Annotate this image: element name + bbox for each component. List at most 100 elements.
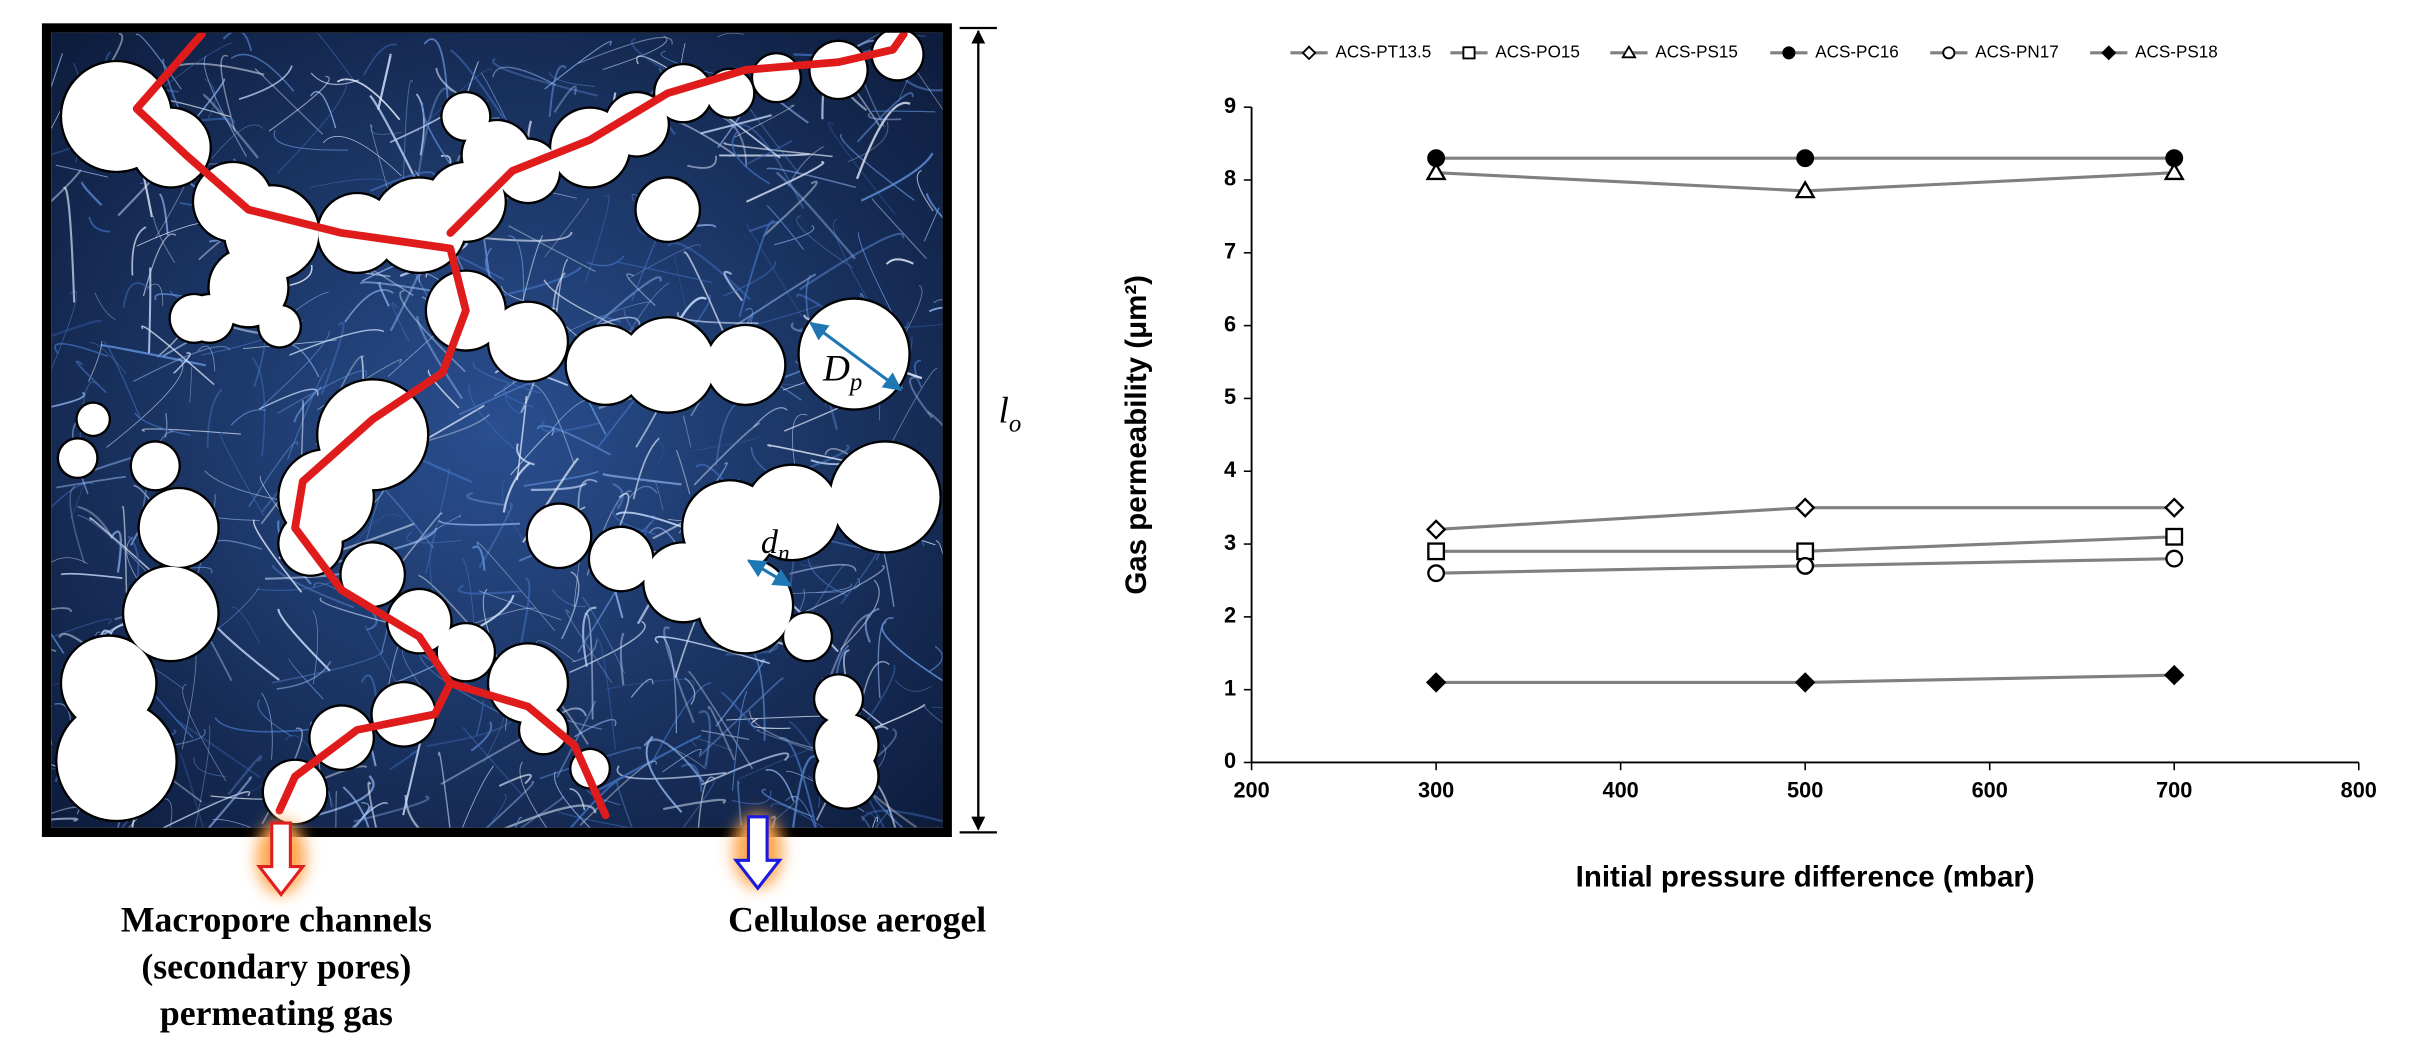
fiber xyxy=(626,273,656,306)
fiber xyxy=(674,255,687,310)
fiber xyxy=(663,626,695,724)
fiber xyxy=(928,645,943,672)
y-tick-label: 1 xyxy=(1224,675,1236,700)
y-tick-label: 8 xyxy=(1224,166,1236,191)
fiber xyxy=(775,171,856,260)
fiber xyxy=(885,258,914,265)
fiber xyxy=(596,276,662,326)
fiber xyxy=(320,322,345,395)
legend-label: ACS-PO15 xyxy=(1495,42,1579,61)
fiber xyxy=(277,370,368,414)
pore xyxy=(655,65,712,122)
y-tick-label: 9 xyxy=(1224,93,1236,118)
fiber xyxy=(770,815,776,828)
fiber xyxy=(687,155,717,169)
fiber xyxy=(135,33,182,90)
fiber xyxy=(792,413,808,476)
marker xyxy=(1796,556,1815,575)
fiber xyxy=(787,146,824,187)
marker xyxy=(2165,549,2184,568)
fiber xyxy=(909,376,933,419)
fiber xyxy=(701,729,750,741)
fiber xyxy=(162,791,251,828)
fiber xyxy=(207,776,253,828)
fiber xyxy=(55,164,108,178)
fiber xyxy=(197,345,216,372)
fiber xyxy=(51,607,73,613)
pore xyxy=(77,403,109,435)
fiber xyxy=(916,169,934,212)
fiber xyxy=(353,514,404,546)
fiber xyxy=(923,207,940,242)
x-tick-label: 600 xyxy=(1972,778,2008,803)
fiber xyxy=(745,223,803,317)
marker xyxy=(1425,672,1447,693)
marker xyxy=(2164,664,2185,686)
fiber xyxy=(692,436,760,452)
fiber xyxy=(922,703,943,724)
fiber xyxy=(369,94,422,190)
caption: (secondary pores) xyxy=(141,946,411,986)
fiber xyxy=(426,405,485,440)
fiber xyxy=(549,72,595,87)
marker xyxy=(1462,46,1476,60)
fiber xyxy=(574,718,617,738)
marker xyxy=(1427,542,1446,561)
fiber xyxy=(762,180,818,237)
pore xyxy=(566,326,645,404)
fiber xyxy=(370,125,402,135)
pore xyxy=(815,745,878,808)
fiber xyxy=(523,470,599,487)
fiber xyxy=(732,123,805,209)
x-tick-label: 700 xyxy=(2156,778,2192,803)
aerogel-arrow xyxy=(732,815,783,891)
fiber xyxy=(612,503,656,536)
y-tick-label: 5 xyxy=(1224,384,1236,409)
fiber xyxy=(51,806,80,815)
marker xyxy=(1621,44,1637,59)
fiber xyxy=(106,358,184,448)
fiber xyxy=(121,505,128,594)
fiber xyxy=(667,241,751,301)
fiber xyxy=(508,225,596,273)
fiber xyxy=(698,710,711,768)
marker xyxy=(1427,564,1446,583)
fiber xyxy=(164,413,168,438)
fiber xyxy=(877,617,894,699)
fiber xyxy=(584,194,610,283)
fiber xyxy=(410,515,462,545)
pore xyxy=(605,93,668,156)
fiber xyxy=(607,678,695,690)
fiber xyxy=(662,748,702,773)
fiber xyxy=(840,579,880,650)
y-tick-label: 2 xyxy=(1224,603,1236,628)
fiber xyxy=(220,54,236,132)
fiber xyxy=(717,32,744,38)
fiber xyxy=(572,639,598,663)
fiber xyxy=(406,531,462,544)
fiber xyxy=(271,649,385,684)
fiber xyxy=(564,301,651,334)
fiber xyxy=(322,136,402,177)
fiber xyxy=(310,72,359,86)
fiber xyxy=(595,637,616,750)
fiber xyxy=(257,699,292,737)
fiber xyxy=(569,620,646,674)
fiber xyxy=(51,169,82,203)
fiber xyxy=(179,753,204,828)
fiber xyxy=(466,492,506,507)
fiber xyxy=(252,519,303,593)
fiber xyxy=(602,35,668,70)
fiber xyxy=(336,78,401,121)
fiber xyxy=(860,815,871,828)
pore xyxy=(698,559,792,653)
pore xyxy=(57,701,176,820)
fiber xyxy=(584,612,594,720)
fiber xyxy=(619,632,625,686)
fiber xyxy=(450,49,505,119)
fiber xyxy=(683,415,692,448)
fiber xyxy=(367,781,378,828)
fiber xyxy=(51,319,102,338)
fiber xyxy=(707,705,736,761)
fiber xyxy=(731,789,772,805)
